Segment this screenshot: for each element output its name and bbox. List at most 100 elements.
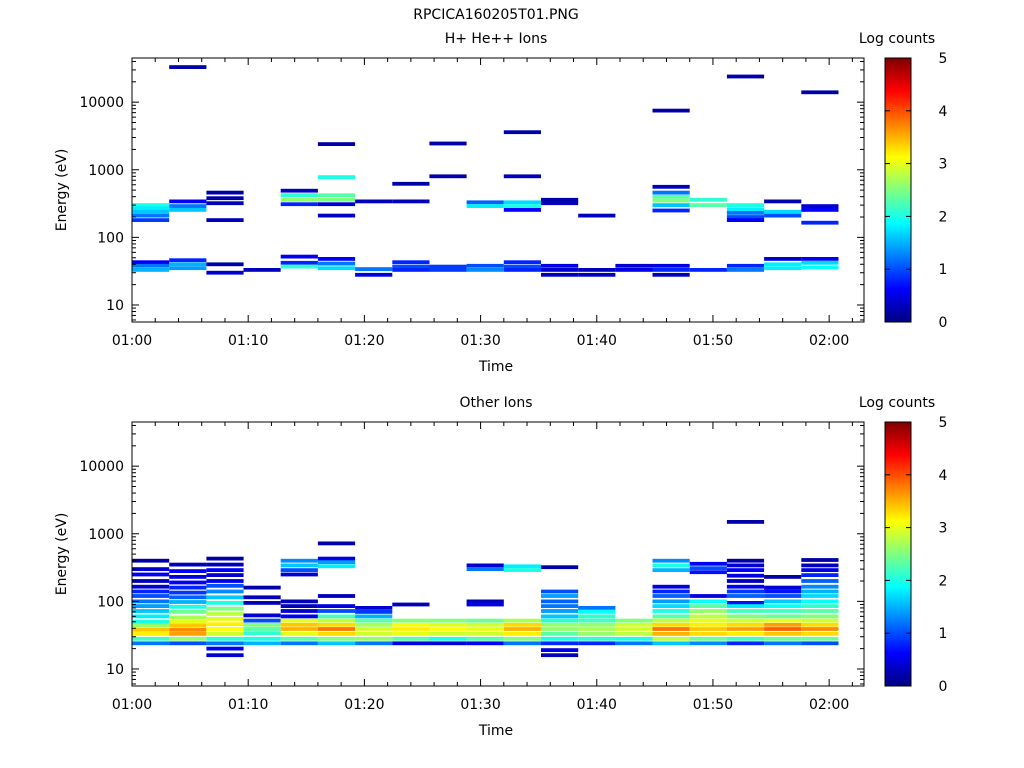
heatmap-cell <box>317 604 356 608</box>
heatmap-cell <box>169 262 207 267</box>
heatmap-cell <box>206 612 244 616</box>
heatmap-cell <box>652 632 690 636</box>
y-tick-label: 100 <box>97 594 124 610</box>
heatmap-cell <box>541 594 579 598</box>
plot-frame <box>131 421 865 687</box>
x-tick-label: 01:00 <box>112 333 152 349</box>
heatmap-cell <box>652 627 690 631</box>
colorbar-tick-label: 0 <box>939 679 948 695</box>
heatmap-cell <box>541 653 579 658</box>
heatmap-cell <box>243 641 281 646</box>
heatmap-cell <box>801 614 839 619</box>
heatmap-cell <box>243 618 281 623</box>
colorbar-ticks: 0 1 2 3 4 5 <box>885 415 948 695</box>
heatmap-cell <box>206 595 244 600</box>
colorbar-tick-label: 5 <box>939 51 948 67</box>
heatmap-cell <box>689 614 727 619</box>
heatmap-cell <box>169 627 207 632</box>
heatmap-cell <box>169 204 207 208</box>
heatmap-cell <box>280 618 318 623</box>
heatmap-cell <box>392 618 430 623</box>
heatmap-cell <box>280 558 318 563</box>
heatmap-cell <box>764 262 802 267</box>
heatmap-cell <box>317 594 356 598</box>
heatmap-cell <box>355 627 393 631</box>
heatmap-cell <box>541 263 579 268</box>
heatmap-cell <box>206 646 244 651</box>
x-tick-label: 01:50 <box>693 697 733 713</box>
heatmap-cell <box>466 200 504 205</box>
heatmap-cell <box>392 181 430 186</box>
heatmap-cell <box>503 260 541 265</box>
heatmap-cell <box>652 190 690 195</box>
x-tick-label: 01:10 <box>228 697 268 713</box>
heatmap-cell <box>317 622 356 627</box>
heatmap-cell <box>317 142 356 146</box>
heatmap-cell <box>541 641 579 646</box>
heatmap-cell <box>801 204 839 208</box>
heatmap-cell <box>392 622 430 627</box>
panel-title: Other Ions <box>459 395 532 411</box>
heatmap-cell <box>206 641 244 646</box>
axes: 01:00 01:10 01:20 01:30 01:40 01:50 02:00 10 100… <box>79 58 864 349</box>
heatmap-cell <box>169 610 207 614</box>
heatmap-cell <box>801 632 839 636</box>
heatmap-cell <box>280 641 318 646</box>
heatmap-cell <box>206 190 244 195</box>
heatmap-cell <box>541 614 579 619</box>
heatmap-cell <box>689 599 727 604</box>
heatmap-cell <box>280 254 318 259</box>
heatmap-cell <box>206 601 244 605</box>
heatmap-cell <box>317 627 356 631</box>
heatmap-cell <box>206 583 244 588</box>
heatmap-cell <box>317 641 356 646</box>
heatmap-cell <box>764 604 802 608</box>
heatmap-cell <box>764 641 802 646</box>
colorbar-ticks: 0 1 2 3 4 5 <box>885 51 948 331</box>
heatmap-cell <box>317 193 356 198</box>
heatmap-cell <box>317 261 356 266</box>
heatmap-cell <box>280 627 318 631</box>
heatmap-cell <box>132 263 170 268</box>
heatmap-cell <box>280 202 318 207</box>
heatmap-cell <box>764 636 802 641</box>
heatmap-cell <box>615 268 653 272</box>
heatmap-cell <box>169 641 207 646</box>
heatmap-cell <box>764 618 802 623</box>
x-tick-label: 01:30 <box>460 333 500 349</box>
heatmap-cell <box>503 564 541 569</box>
heatmap-cell <box>764 627 802 631</box>
heatmap-cell <box>801 579 839 583</box>
heatmap-cell <box>615 636 653 641</box>
heatmap-cell <box>764 585 802 590</box>
heatmap-cell <box>132 558 170 563</box>
heatmap-cell <box>541 268 579 272</box>
heatmap-cell <box>132 632 170 636</box>
heatmap-cell <box>280 599 318 604</box>
heatmap-cell <box>280 197 318 202</box>
heatmap-cell <box>652 558 690 563</box>
figure-title: RPCICA160205T01.PNG <box>413 7 578 23</box>
heatmap-cell <box>169 266 207 271</box>
heatmap-cell <box>726 203 765 207</box>
heatmap-cell <box>243 622 281 627</box>
heatmap-cell <box>764 213 802 218</box>
colorbar-tick-label: 2 <box>939 573 948 589</box>
heatmap-cell <box>243 601 281 605</box>
x-tick-label: 01:40 <box>577 697 617 713</box>
heatmap-cell <box>503 618 541 623</box>
colorbar-tick-label: 4 <box>939 468 948 484</box>
heatmap-cell <box>206 579 244 583</box>
heatmap-cell <box>503 264 541 269</box>
heatmap-cell <box>317 197 356 202</box>
heatmap-cell <box>355 610 393 614</box>
heatmap-cell <box>169 569 207 573</box>
heatmap-cell <box>503 174 541 179</box>
heatmap-cell <box>317 541 356 546</box>
heatmap-cell <box>466 622 504 627</box>
heatmap-cell <box>429 632 467 636</box>
heatmap-cell <box>801 618 839 623</box>
heatmap-cell <box>652 609 690 613</box>
heatmap-cell <box>169 208 207 212</box>
heatmap-cell <box>503 632 541 636</box>
